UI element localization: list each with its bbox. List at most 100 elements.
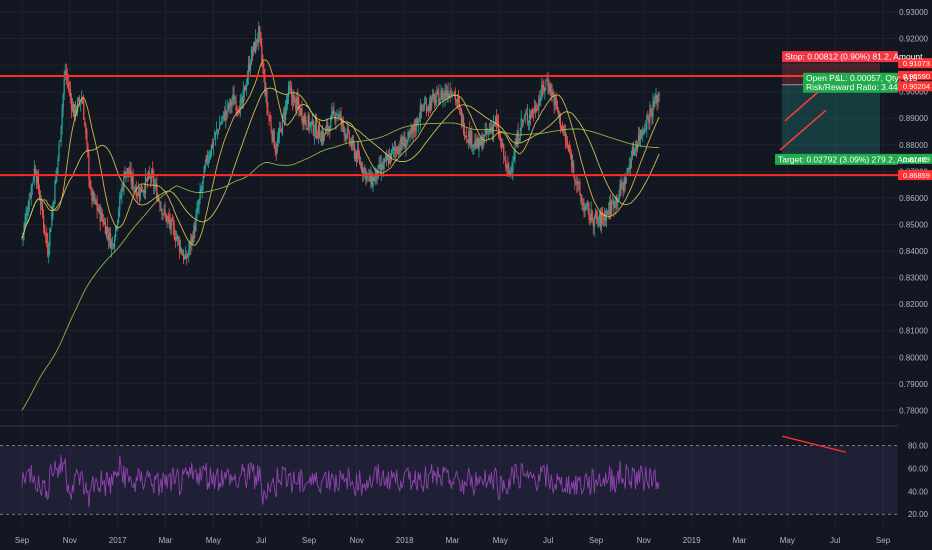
candle-body xyxy=(137,190,139,196)
candle-body xyxy=(95,199,97,205)
candle-body xyxy=(307,115,309,130)
candle-body xyxy=(464,131,466,137)
candle-body xyxy=(504,157,506,159)
candle-body xyxy=(249,64,252,70)
candle-body xyxy=(561,127,563,130)
candle-body xyxy=(483,134,485,144)
candle-body xyxy=(53,201,55,206)
candle-body xyxy=(587,201,589,208)
candle-body xyxy=(296,97,298,109)
candle-body xyxy=(30,185,32,199)
candle-body xyxy=(359,156,361,164)
candle-body xyxy=(388,155,391,163)
candle-body xyxy=(151,171,153,182)
candle-body xyxy=(462,116,465,134)
candle-body xyxy=(494,116,497,125)
candle-body xyxy=(230,101,232,106)
candle-body xyxy=(652,100,654,117)
candle-body xyxy=(287,85,290,98)
candle-body xyxy=(276,141,278,152)
candle-body xyxy=(319,139,322,142)
candle-body xyxy=(197,207,199,211)
candle-body xyxy=(475,141,477,149)
candle-body xyxy=(347,128,349,131)
candle-body xyxy=(507,163,509,170)
candle-body xyxy=(262,61,264,68)
candle-body xyxy=(387,157,390,165)
candle-body xyxy=(441,89,443,100)
candle-body xyxy=(373,177,375,181)
candle-body xyxy=(212,141,215,147)
candle-body xyxy=(289,88,291,89)
candle-body xyxy=(170,219,172,230)
x-tick-label: Mar xyxy=(159,536,173,545)
candle-body xyxy=(174,237,176,241)
candle-body xyxy=(121,187,123,197)
candle-body xyxy=(418,121,420,123)
candle-body xyxy=(169,220,171,227)
candle-body xyxy=(270,122,272,132)
candle-body xyxy=(575,181,577,183)
candle-body xyxy=(422,109,425,111)
candle-body xyxy=(136,194,138,196)
candle-body xyxy=(599,211,602,227)
candle-body xyxy=(52,204,54,216)
candle-body xyxy=(119,195,121,210)
candle-body xyxy=(638,134,641,141)
candle-body xyxy=(538,99,540,111)
candle-body xyxy=(241,97,243,104)
candle-body xyxy=(103,221,105,225)
candle-body xyxy=(542,84,544,89)
candle-body xyxy=(403,136,405,146)
candle-body xyxy=(655,94,657,102)
candle-body xyxy=(564,133,567,141)
candle-body xyxy=(283,113,286,118)
candle-body xyxy=(506,164,508,166)
candle-body xyxy=(627,168,629,171)
candle-body xyxy=(340,114,342,123)
candle-body xyxy=(515,143,517,146)
candle-body xyxy=(231,101,233,105)
candle-body xyxy=(603,212,606,221)
candle-body xyxy=(592,222,594,226)
candle-body xyxy=(91,188,93,202)
candle-body xyxy=(527,120,530,124)
candle-body xyxy=(113,244,115,247)
candle-body xyxy=(305,119,307,127)
candle-body xyxy=(321,131,324,142)
candle-body xyxy=(500,137,502,140)
x-tick-label: Jul xyxy=(830,536,840,545)
candle-body xyxy=(469,130,471,145)
candle-body xyxy=(491,126,493,133)
position-tool[interactable]: Stop: 0.00812 (0.90%) 81.2, Amount Open P… xyxy=(775,51,927,165)
candle-body xyxy=(36,175,39,184)
candle-body xyxy=(352,140,355,146)
candle-body xyxy=(209,153,211,158)
candle-body xyxy=(484,129,486,134)
candle-body xyxy=(229,99,231,108)
y-tick-label: 0.78000 xyxy=(899,406,928,415)
candle-body xyxy=(344,133,346,136)
candle-body xyxy=(634,146,637,149)
candle-body xyxy=(556,100,558,110)
candle-body xyxy=(631,146,633,158)
candle-body xyxy=(342,119,344,127)
candle-body xyxy=(178,240,181,251)
rsi-line xyxy=(21,455,660,508)
candle-body xyxy=(435,99,437,104)
candle-body xyxy=(385,155,387,162)
candle-body xyxy=(135,186,137,197)
x-tick-label: May xyxy=(780,536,795,545)
candle-body xyxy=(322,132,325,143)
candle-body xyxy=(454,92,456,101)
candle-body xyxy=(554,97,556,106)
candle-body xyxy=(290,87,292,90)
candle-body xyxy=(96,201,98,211)
candle-body xyxy=(228,104,230,108)
candle-body xyxy=(525,113,527,115)
y-tick-label: 0.93000 xyxy=(899,8,928,17)
candle-body xyxy=(468,131,470,144)
candle-body xyxy=(278,127,280,139)
candle-body xyxy=(332,110,334,115)
candle-body xyxy=(222,116,224,119)
